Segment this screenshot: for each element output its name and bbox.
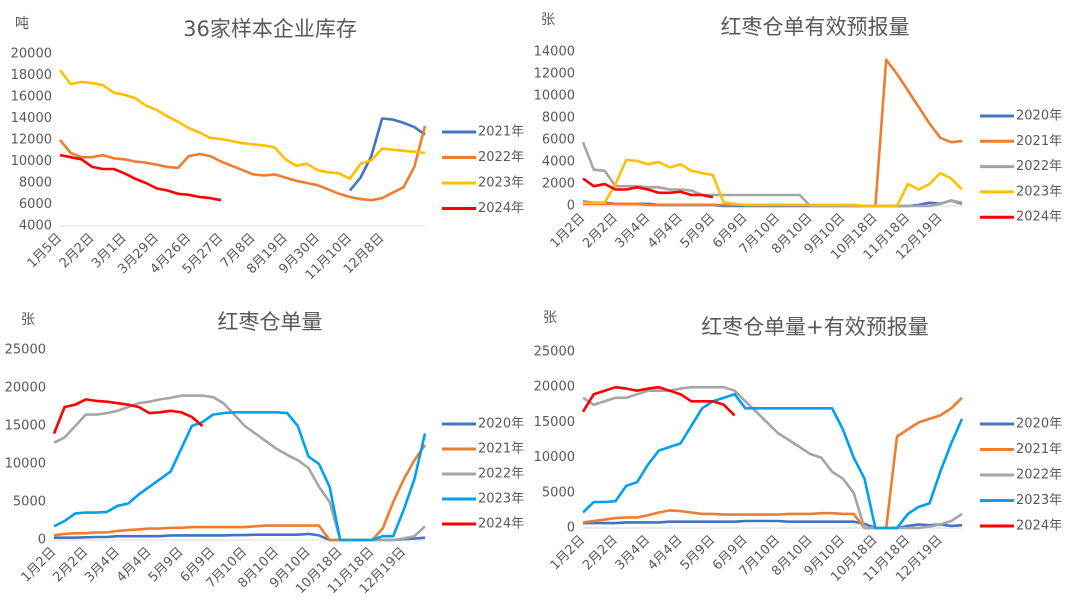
y-tick-label: 15000 [5,419,46,434]
legend-label: 2020年 [1016,109,1062,124]
legend-label: 2022年 [478,150,524,165]
legend-label: 2024年 [478,517,524,532]
chart-title: 36家样本企业库存 [183,17,357,41]
x-tick-label: 5月9日 [146,545,187,586]
y-tick-label: 5000 [542,485,575,500]
series-line [582,392,964,530]
y-tick-label: 25000 [534,345,575,360]
legend-label: 2024年 [1016,519,1062,534]
series-line [582,177,714,199]
y-tick-label: 16000 [11,90,52,105]
series-line [53,394,426,542]
y-tick-label: 10000 [5,457,46,472]
x-tick-label: 3月4日 [82,545,123,586]
y-tick-label: 25000 [5,343,46,358]
y-tick-label: 0 [567,199,575,214]
legend-label: 2021年 [1016,134,1062,149]
x-tick-label: 4月4日 [114,545,155,586]
legend-label: 2023年 [478,492,524,507]
legend-label: 2020年 [478,417,524,432]
x-tick-label: 1月2日 [548,533,589,574]
series-line [348,117,426,192]
y-tick-label: 8000 [542,111,575,126]
y-tick-label: 10000 [534,89,575,104]
legend-label: 2022年 [1016,159,1062,174]
x-tick-label: 1月2日 [548,211,589,252]
y-axis-unit: 吨 [15,16,29,32]
y-axis-unit: 张 [543,310,557,326]
y-tick-label: 12000 [11,133,52,148]
series-line [58,125,427,202]
legend-label: 2021年 [478,442,524,457]
y-tick-label: 4000 [542,155,575,170]
y-axis-unit: 张 [21,312,35,328]
y-tick-label: 10000 [534,450,575,465]
y-tick-label: 20000 [534,380,575,395]
y-tick-label: 12000 [534,67,575,82]
legend-label: 2021年 [478,125,524,140]
chart-title: 红枣仓单有效预报量 [721,15,910,39]
y-tick-label: 15000 [534,415,575,430]
x-tick-label: 2月2日 [50,545,91,586]
x-tick-label: 3月4日 [613,533,654,574]
y-tick-label: 0 [38,533,46,548]
series-line [52,398,204,435]
y-axis-unit: 张 [541,12,555,28]
series-line [581,385,736,417]
y-tick-label: 8000 [19,176,52,191]
y-tick-label: 10000 [11,154,52,169]
legend-label: 2021年 [1016,442,1062,457]
legend-label: 2020年 [1016,417,1062,432]
series-line [583,158,963,208]
y-tick-label: 5000 [13,495,46,510]
y-tick-label: 14000 [534,45,575,60]
legend-label: 2024年 [1016,210,1062,225]
legend-label: 2024年 [478,201,524,216]
x-tick-label: 4月4日 [645,533,686,574]
series-line [59,153,222,202]
chart-title: 红枣仓单量+有效预报量 [701,315,929,339]
x-tick-label: 2月2日 [57,231,98,272]
legend-label: 2022年 [1016,468,1062,483]
x-tick-label: 3月4日 [613,211,654,252]
legend-label: 2023年 [1016,493,1062,508]
y-tick-label: 2000 [542,177,575,192]
y-tick-label: 4000 [19,219,52,234]
x-tick-label: 5月9日 [678,533,719,574]
x-tick-label: 1月2日 [19,545,60,586]
series-line [582,396,963,530]
x-tick-label: 1月5日 [25,231,66,272]
x-tick-label: 2月2日 [580,211,621,252]
y-tick-label: 18000 [11,68,52,83]
y-tick-label: 6000 [542,133,575,148]
legend-label: 2023年 [1016,184,1062,199]
series-line [583,58,963,208]
y-tick-label: 0 [567,521,575,536]
legend-label: 2023年 [478,176,524,191]
chart-title: 红枣仓单量 [218,310,323,334]
y-tick-label: 20000 [5,381,46,396]
x-tick-label: 4月4日 [645,211,686,252]
x-tick-label: 2月2日 [580,533,621,574]
y-tick-label: 14000 [11,111,52,126]
series-line [53,411,427,542]
legend-label: 2022年 [478,467,524,482]
series-line [582,385,963,530]
y-tick-label: 6000 [19,197,52,212]
x-tick-label: 5月9日 [678,211,719,252]
series-line [58,69,426,180]
series-line [53,444,427,542]
y-tick-label: 20000 [11,47,52,62]
series-line [581,141,963,208]
